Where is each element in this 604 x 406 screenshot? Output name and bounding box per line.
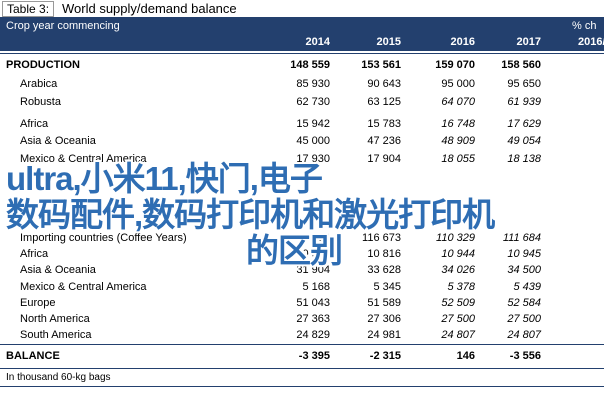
cell: 18 055	[441, 153, 475, 165]
rule	[0, 53, 604, 54]
row-label: Mexico & Central America	[20, 281, 147, 293]
cell: 64 070	[441, 96, 475, 108]
cell: -3 556	[509, 350, 541, 362]
cell: 62 730	[296, 96, 330, 108]
cell: 10 816	[367, 248, 401, 260]
cell: 110 329	[436, 232, 475, 244]
cell: 17 629	[507, 118, 541, 130]
cell: 10 945	[507, 248, 541, 260]
cell: 15 783	[367, 118, 401, 130]
cell: 5 168	[302, 281, 330, 293]
cell: 153 561	[361, 59, 401, 71]
row-label: Mexico & Central America	[20, 153, 147, 165]
rule	[0, 344, 604, 345]
cell: 146	[456, 350, 475, 362]
table-header	[0, 17, 604, 51]
table-label: Table 3:	[2, 1, 55, 17]
cell: 27 363	[296, 313, 330, 325]
row-label: PRODUCTION	[6, 59, 80, 71]
row-label: Robusta	[20, 96, 61, 108]
cell: 148 559	[290, 59, 330, 71]
cell: 17 930	[296, 153, 330, 165]
overlay-text: ultra,小米11,快门,电子	[6, 160, 323, 197]
rule	[0, 386, 604, 387]
cell: 5 439	[513, 281, 541, 293]
cell: 48 909	[441, 135, 475, 147]
cell: 18 138	[507, 153, 541, 165]
cell: 51 589	[367, 297, 401, 309]
cell: 27 500	[441, 313, 475, 325]
cell: 33 628	[367, 264, 401, 276]
cell: 158 560	[501, 59, 541, 71]
cell: 51 043	[296, 297, 330, 309]
column-header: 2017	[516, 36, 541, 48]
cell: 24 807	[507, 329, 541, 341]
row-label: Africa	[20, 118, 49, 130]
cell: -3 395	[298, 350, 330, 362]
table-title: World supply/demand balance	[62, 1, 237, 16]
cell: 27 500	[507, 313, 541, 325]
cell: 10 901	[296, 248, 330, 260]
row-label: Africa	[20, 248, 49, 260]
cell: 5 345	[373, 281, 401, 293]
row-label: BALANCE	[6, 350, 60, 362]
cell: 110 934	[291, 232, 330, 244]
row-label: Asia & Oceania	[20, 264, 96, 276]
cell: -2 315	[369, 350, 401, 362]
cell: 85 930	[296, 78, 330, 90]
cell: 5 378	[447, 281, 475, 293]
crop-year-label: Crop year commencing	[6, 20, 120, 32]
title-bar	[0, 0, 604, 17]
cell: 159 070	[435, 59, 475, 71]
row-label: Importing countries (Coffee Years)	[20, 232, 187, 244]
cell: 17 904	[367, 153, 401, 165]
cell: 63 125	[367, 96, 401, 108]
cell: 34 500	[507, 264, 541, 276]
cell: 47 236	[367, 135, 401, 147]
cell: 24 807	[441, 329, 475, 341]
cell: 49 054	[507, 135, 541, 147]
row-label: Arabica	[20, 78, 58, 90]
cell: 34 026	[441, 264, 475, 276]
overlay-text: 数码配件,数码打印机和激光打印机	[6, 196, 495, 233]
cell: 61 939	[507, 96, 541, 108]
row-label: Asia & Oceania	[20, 135, 96, 147]
column-header: 2016/	[578, 36, 604, 48]
cell: 111 684	[502, 232, 541, 244]
column-header: 2015	[376, 36, 401, 48]
cell: 27 306	[367, 313, 401, 325]
row-label: Europe	[20, 297, 56, 309]
row-label: South America	[20, 329, 92, 341]
cell: 16 748	[441, 118, 475, 130]
change-label: % ch	[572, 20, 597, 32]
cell: 95 650	[507, 78, 541, 90]
cell: 116 673	[362, 232, 401, 244]
row-label: North America	[20, 313, 90, 325]
overlay-text: 的区别	[246, 232, 343, 269]
column-header: 2014	[305, 36, 330, 48]
cell: 45 000	[296, 135, 330, 147]
cell: 52 509	[441, 297, 475, 309]
column-header: 2016	[450, 36, 475, 48]
cell: 52 584	[507, 297, 541, 309]
footer-note: In thousand 60-kg bags	[6, 372, 111, 383]
rule	[0, 368, 604, 369]
cell: 24 981	[367, 329, 401, 341]
cell: 15 942	[296, 118, 330, 130]
cell: 31 904	[296, 264, 330, 276]
cell: 24 829	[296, 329, 330, 341]
cell: 95 000	[441, 78, 475, 90]
cell: 90 643	[367, 78, 401, 90]
cell: 10 944	[441, 248, 475, 260]
